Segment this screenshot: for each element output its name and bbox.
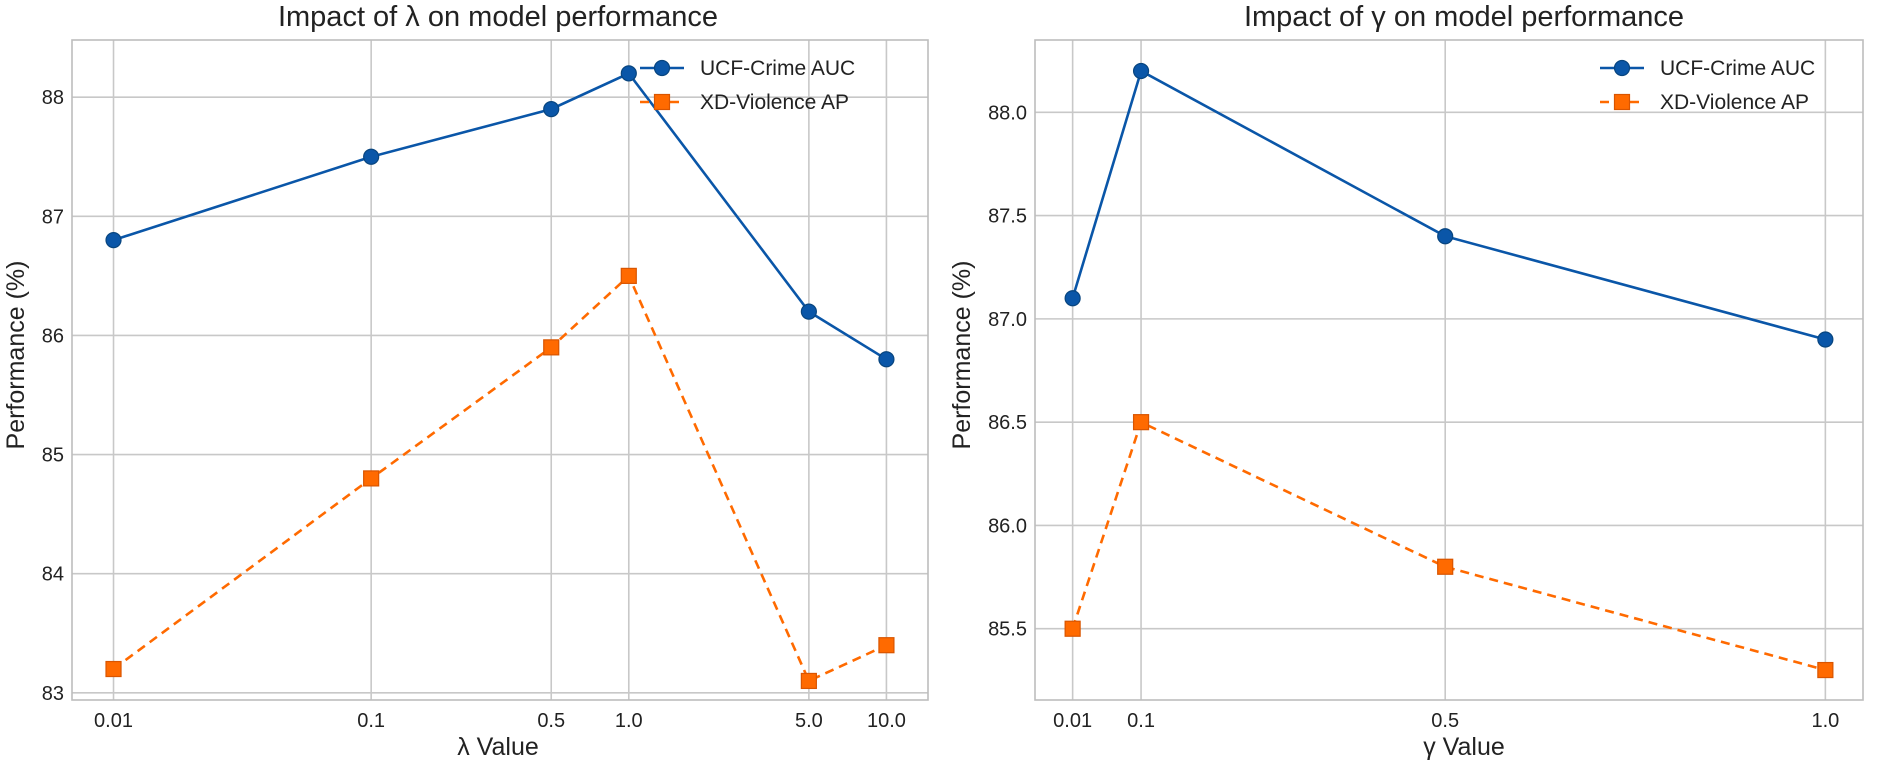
gamma-ucf-crime-auc-line — [1071, 69, 1826, 341]
gamma-y-tick-label: 88.0 — [988, 102, 1027, 124]
lambda-xd-violence-ap-point — [800, 672, 817, 690]
lambda-y-tick-label: 87 — [42, 206, 64, 228]
lambda-ucf-crime-auc-point — [363, 148, 380, 165]
gamma-legend: UCF-Crime AUC XD-Violence AP — [1600, 57, 1815, 114]
gamma-x-tick-label: 0.1 — [1127, 710, 1155, 732]
gamma-xd-violence-ap-point — [1064, 620, 1081, 637]
gamma-x-ticks: 0.01 0.1 0.5 1.0 — [1053, 710, 1839, 732]
lambda-x-tick-label: 0.5 — [537, 710, 565, 732]
lambda-legend-ucf-crime-auc-marker — [653, 59, 671, 77]
gamma-x-tick-label: 0.5 — [1431, 710, 1459, 732]
lambda-grid — [72, 40, 928, 700]
lambda-xd-violence-ap-point — [620, 267, 637, 284]
gamma-x-tick-label: 1.0 — [1811, 710, 1839, 732]
gamma-panel: Impact of γ on model performance γ Value… — [948, 1, 1864, 761]
gamma-xd-violence-ap-line — [1071, 420, 1826, 672]
lambda-panel: Impact of λ on model performance λ Value… — [2, 1, 929, 761]
lambda-x-tick-label: 0.1 — [357, 710, 385, 732]
lambda-series — [105, 65, 895, 690]
lambda-legend: UCF-Crime AUC XD-Violence AP — [640, 57, 855, 114]
gamma-chart-title: Impact of γ on model performance — [1244, 1, 1684, 33]
gamma-y-ticks: 85.5 86.0 86.5 87.0 87.5 88.0 — [988, 102, 1027, 640]
lambda-x-axis-label: λ Value — [457, 733, 539, 761]
lambda-legend-xd-violence-ap-marker — [653, 93, 671, 111]
gamma-ucf-crime-auc-point — [1817, 331, 1834, 348]
gamma-grid — [1035, 40, 1863, 700]
lambda-y-tick-label: 85 — [42, 445, 64, 467]
gamma-xd-violence-ap-point — [1817, 661, 1834, 679]
gamma-legend-xd-violence-ap-marker — [1613, 93, 1631, 111]
lambda-y-tick-label: 86 — [42, 325, 64, 347]
gamma-ucf-crime-auc-point — [1437, 228, 1454, 245]
lambda-ucf-crime-auc-line — [113, 71, 888, 361]
lambda-xd-violence-ap-point — [878, 637, 895, 654]
gamma-x-tick-label: 0.01 — [1053, 710, 1092, 732]
lambda-y-axis-label: Performance (%) — [2, 261, 30, 450]
gamma-xd-violence-ap-point — [1437, 558, 1454, 575]
gamma-series — [1064, 62, 1834, 679]
lambda-y-ticks: 83 84 85 86 87 88 — [42, 87, 64, 705]
lambda-ucf-crime-auc-point — [105, 232, 122, 249]
gamma-y-tick-label: 85.5 — [988, 619, 1027, 641]
gamma-y-tick-label: 86.0 — [988, 515, 1027, 537]
lambda-ucf-crime-auc-point — [800, 303, 817, 320]
lambda-legend-xd-violence-ap-label: XD-Violence AP — [700, 91, 849, 114]
lambda-xd-violence-ap-point — [543, 339, 560, 356]
lambda-legend-ucf-crime-auc-label: UCF-Crime AUC — [700, 57, 855, 80]
gamma-legend-xd-violence-ap-label: XD-Violence AP — [1660, 91, 1809, 114]
lambda-x-tick-label: 5.0 — [795, 710, 823, 732]
gamma-y-tick-label: 86.5 — [988, 412, 1027, 434]
lambda-ucf-crime-auc-point — [878, 351, 895, 368]
gamma-ucf-crime-auc-point — [1064, 290, 1081, 307]
gamma-plot-frame — [1034, 39, 1864, 701]
lambda-plot-frame — [71, 39, 929, 701]
gamma-y-axis-label: Performance (%) — [948, 261, 976, 450]
lambda-x-tick-label: 10.0 — [867, 710, 906, 732]
lambda-x-tick-label: 1.0 — [615, 710, 643, 732]
gamma-y-tick-label: 87.0 — [988, 309, 1027, 331]
gamma-legend-ucf-crime-auc-marker — [1613, 59, 1631, 77]
lambda-ucf-crime-auc-point — [543, 100, 560, 118]
gamma-x-axis-label: γ Value — [1423, 733, 1505, 761]
lambda-ucf-crime-auc-point — [620, 65, 637, 82]
lambda-x-tick-label: 0.01 — [94, 710, 133, 732]
lambda-x-ticks: 0.01 0.1 0.5 1.0 5.0 10.0 — [94, 710, 906, 732]
lambda-y-tick-label: 88 — [42, 87, 64, 109]
lambda-y-tick-label: 84 — [42, 564, 64, 586]
lambda-xd-violence-ap-point — [105, 660, 122, 678]
lambda-xd-violence-ap-line — [112, 273, 887, 683]
gamma-xd-violence-ap-point — [1132, 414, 1150, 431]
gamma-legend-ucf-crime-auc-label: UCF-Crime AUC — [1660, 57, 1815, 80]
lambda-y-tick-label: 83 — [42, 683, 64, 705]
lambda-xd-violence-ap-point — [363, 470, 380, 487]
gamma-ucf-crime-auc-point — [1132, 62, 1150, 80]
lambda-chart-title: Impact of λ on model performance — [278, 1, 718, 33]
gamma-y-tick-label: 87.5 — [988, 206, 1027, 228]
